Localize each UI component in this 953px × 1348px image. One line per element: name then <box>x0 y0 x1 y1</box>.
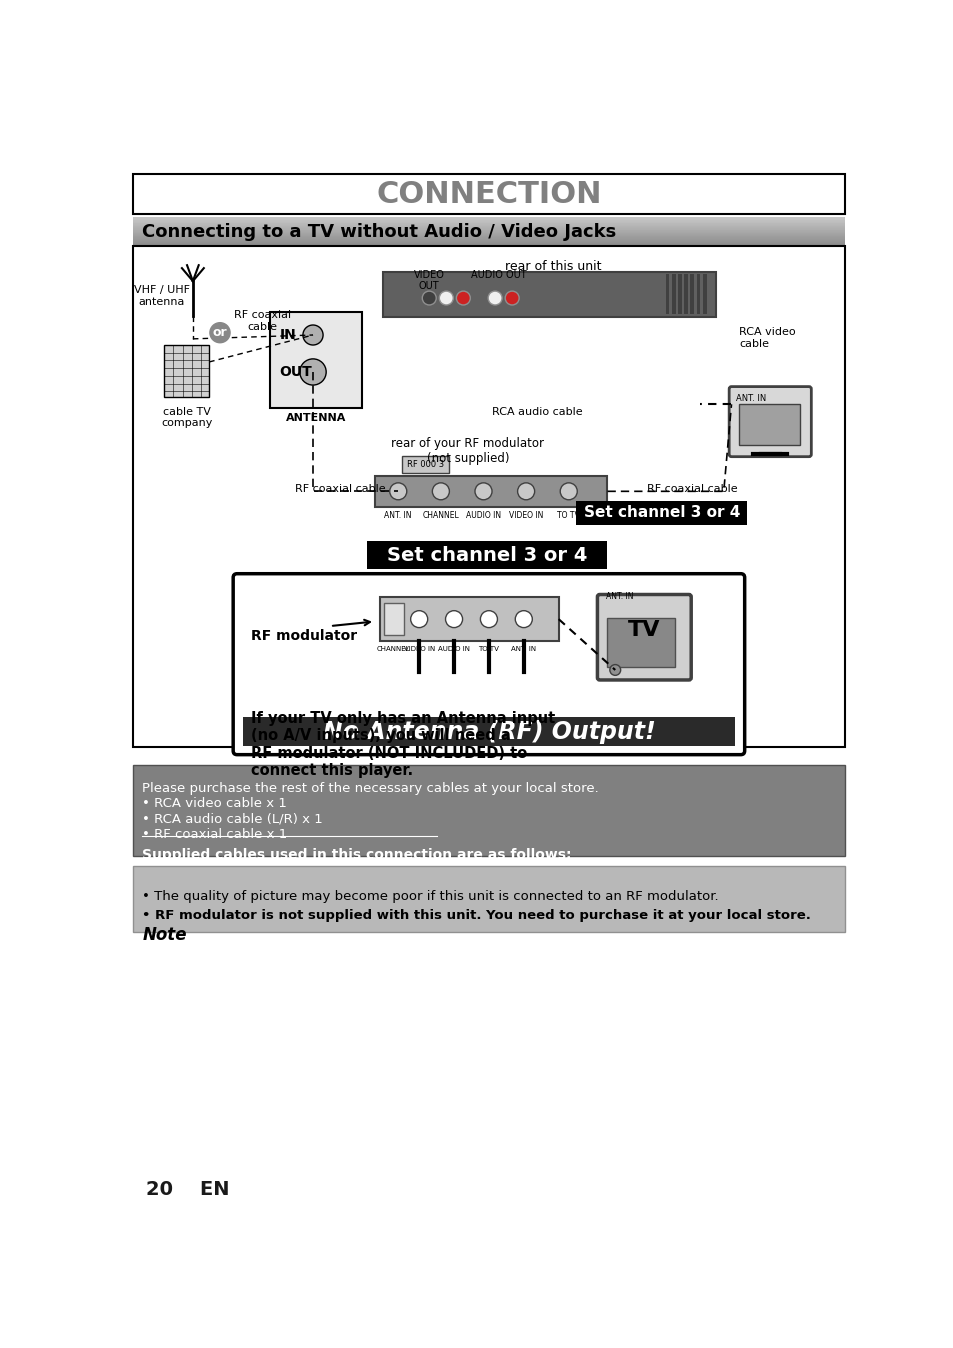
Text: TV: TV <box>627 620 659 640</box>
Circle shape <box>410 611 427 628</box>
FancyBboxPatch shape <box>597 594 691 679</box>
Circle shape <box>210 322 230 342</box>
Text: TO TV: TO TV <box>478 646 498 652</box>
Text: • The quality of picture may become poor if this unit is connected to an RF modu: • The quality of picture may become poor… <box>142 890 719 903</box>
Circle shape <box>390 483 406 500</box>
Text: Supplied cables used in this connection are as follows:: Supplied cables used in this connection … <box>142 848 572 861</box>
Bar <box>702 274 706 314</box>
Text: ANT. IN: ANT. IN <box>384 511 412 520</box>
Bar <box>243 717 734 747</box>
Bar <box>665 274 669 314</box>
Circle shape <box>445 611 462 628</box>
FancyBboxPatch shape <box>728 387 810 457</box>
Circle shape <box>432 483 449 500</box>
Circle shape <box>439 291 453 305</box>
FancyBboxPatch shape <box>233 574 744 755</box>
Bar <box>607 619 674 667</box>
Circle shape <box>517 483 534 500</box>
Bar <box>382 272 716 317</box>
Bar <box>402 456 448 473</box>
Circle shape <box>488 291 501 305</box>
Circle shape <box>299 359 326 386</box>
Text: VHF / UHF
antenna: VHF / UHF antenna <box>133 284 190 306</box>
Text: RF 000 3: RF 000 3 <box>406 460 443 469</box>
Text: rear of your RF modulator
(not supplied): rear of your RF modulator (not supplied) <box>391 437 544 465</box>
Text: TO TV: TO TV <box>557 511 579 520</box>
Bar <box>133 174 843 214</box>
Text: ANT. IN: ANT. IN <box>511 646 536 652</box>
Bar <box>696 274 700 314</box>
Bar <box>384 603 403 635</box>
Text: RCA video
cable: RCA video cable <box>739 328 795 349</box>
Text: • RF coaxial cable x 1: • RF coaxial cable x 1 <box>142 828 288 841</box>
Text: VIDEO
OUT: VIDEO OUT <box>414 270 444 291</box>
Text: IN: IN <box>279 328 296 342</box>
Text: rear of this unit: rear of this unit <box>504 260 601 274</box>
Text: RF coaxial cable: RF coaxial cable <box>294 484 385 493</box>
Text: AUDIO OUT: AUDIO OUT <box>471 270 526 279</box>
Bar <box>576 500 746 526</box>
Circle shape <box>480 611 497 628</box>
Circle shape <box>559 483 577 500</box>
Bar <box>380 597 558 642</box>
Circle shape <box>475 483 492 500</box>
Text: Connecting to a TV without Audio / Video Jacks: Connecting to a TV without Audio / Video… <box>142 222 616 241</box>
Circle shape <box>456 291 470 305</box>
Circle shape <box>505 291 518 305</box>
Text: Note: Note <box>142 926 187 944</box>
Text: RF modulator: RF modulator <box>251 630 356 643</box>
Circle shape <box>609 665 620 675</box>
Text: ANT. IN: ANT. IN <box>736 394 765 403</box>
Text: ANTENNA: ANTENNA <box>286 412 346 423</box>
Text: 20    EN: 20 EN <box>146 1180 230 1198</box>
Text: Please purchase the rest of the necessary cables at your local store.: Please purchase the rest of the necessar… <box>142 782 598 794</box>
Bar <box>683 274 687 314</box>
Text: ANT. IN: ANT. IN <box>605 592 633 601</box>
Circle shape <box>422 291 436 305</box>
Bar <box>270 311 361 408</box>
Circle shape <box>515 611 532 628</box>
Text: No Antenna (RF) Output!: No Antenna (RF) Output! <box>322 720 655 744</box>
Text: Set channel 3 or 4: Set channel 3 or 4 <box>387 546 587 565</box>
Text: • RF modulator is not supplied with this unit. You need to purchase it at your l: • RF modulator is not supplied with this… <box>142 909 810 922</box>
Bar <box>164 345 209 398</box>
Bar <box>739 404 799 445</box>
Text: • RCA audio cable (L/R) x 1: • RCA audio cable (L/R) x 1 <box>142 813 323 825</box>
Text: OUT: OUT <box>279 365 312 379</box>
Text: CONNECTION: CONNECTION <box>375 179 601 209</box>
Circle shape <box>303 325 323 345</box>
Bar <box>367 542 607 569</box>
Bar <box>678 274 681 314</box>
Text: AUDIO IN: AUDIO IN <box>465 511 500 520</box>
Bar <box>133 247 843 747</box>
Text: AUDIO IN: AUDIO IN <box>437 646 470 652</box>
Text: RCA audio cable: RCA audio cable <box>492 407 582 417</box>
Bar <box>375 476 607 507</box>
Text: RF coaxial cable: RF coaxial cable <box>647 484 738 493</box>
Text: CHANNEL: CHANNEL <box>376 646 410 652</box>
Bar <box>133 867 843 931</box>
Text: cable TV
company: cable TV company <box>161 407 213 429</box>
Text: CHANNEL: CHANNEL <box>422 511 458 520</box>
Text: • RCA video cable x 1: • RCA video cable x 1 <box>142 797 287 810</box>
Text: RF coaxial
cable: RF coaxial cable <box>233 310 291 332</box>
Text: VIDEO IN: VIDEO IN <box>508 511 543 520</box>
Text: VIDEO IN: VIDEO IN <box>403 646 435 652</box>
Text: Set channel 3 or 4: Set channel 3 or 4 <box>583 506 740 520</box>
Bar <box>133 764 843 856</box>
Bar <box>690 274 694 314</box>
Text: or: or <box>213 326 227 340</box>
Text: If your TV only has an Antenna input
(no A/V inputs), you will need a
RF modulat: If your TV only has an Antenna input (no… <box>251 710 555 778</box>
Bar <box>671 274 675 314</box>
